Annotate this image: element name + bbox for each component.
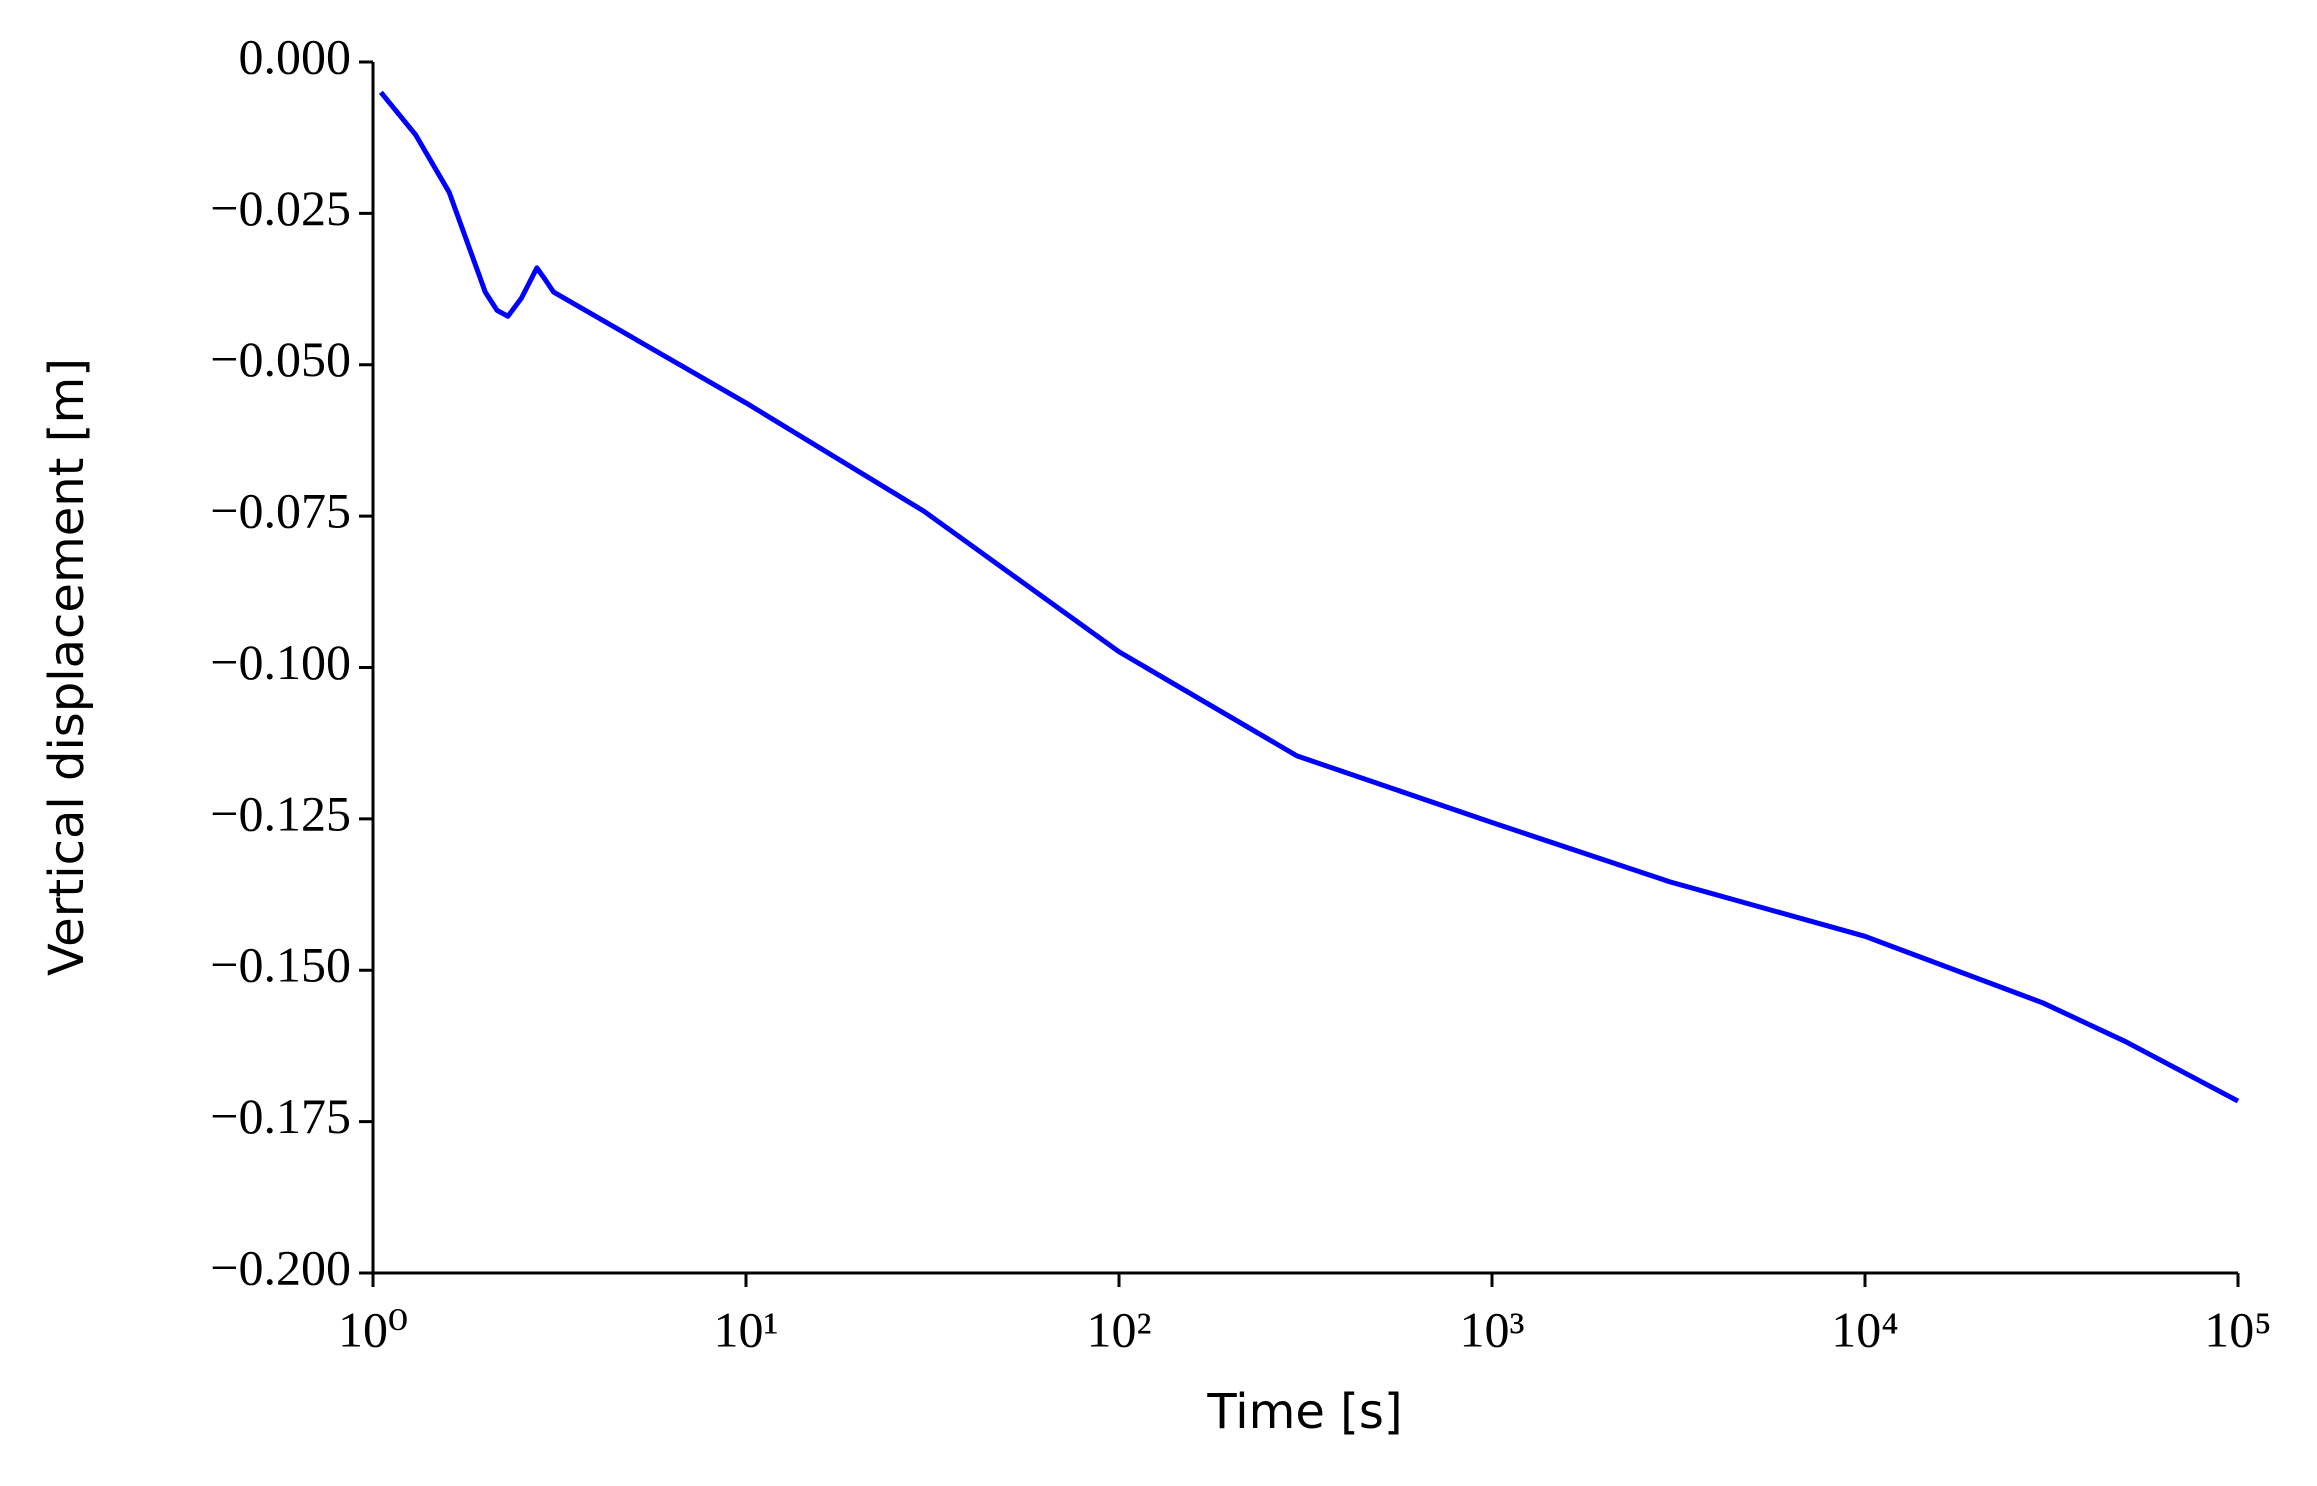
y-tick-label: −0.050	[210, 331, 351, 387]
y-tick-label: −0.200	[210, 1239, 351, 1295]
y-tick-label: −0.025	[210, 180, 351, 236]
y-tick-label: −0.075	[210, 483, 351, 539]
x-tick-label: 10⁴	[1831, 1301, 1898, 1357]
x-tick-label: 10⁰	[338, 1301, 408, 1357]
x-tick-label: 10²	[1087, 1301, 1152, 1357]
y-tick-label: −0.125	[210, 785, 351, 841]
x-tick-label: 10³	[1460, 1301, 1525, 1357]
y-tick-label: −0.175	[210, 1088, 351, 1144]
x-tick-label: 10¹	[714, 1301, 779, 1357]
x-tick-label: 10⁵	[2204, 1301, 2271, 1357]
data-line	[378, 90, 2240, 1104]
y-tick-label: −0.100	[210, 634, 351, 690]
y-axis-label: Vertical displacement [m]	[39, 358, 95, 976]
y-tick-label: 0.000	[239, 28, 352, 84]
x-axis-label: Time [s]	[1206, 1384, 1402, 1440]
y-tick-label: −0.150	[210, 937, 351, 993]
